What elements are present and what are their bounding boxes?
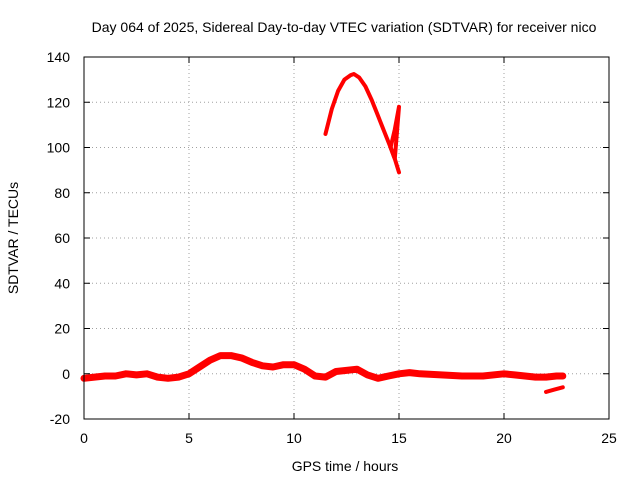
plot-frame xyxy=(83,56,610,420)
series-excursion xyxy=(323,72,401,161)
y-axis-label: SDTVAR / TECUs xyxy=(5,182,21,294)
y-tick-label: 80 xyxy=(54,185,70,201)
x-tick-label: 15 xyxy=(391,430,407,446)
y-tick-label: 120 xyxy=(47,94,71,110)
x-tick-label: 0 xyxy=(80,430,88,446)
y-tick-label: -20 xyxy=(50,411,70,427)
x-tick-label: 25 xyxy=(601,430,617,446)
axis-ticks xyxy=(83,56,610,420)
grid-lines xyxy=(84,57,609,419)
chart-title: Day 064 of 2025, Sidereal Day-to-day VTE… xyxy=(92,19,597,35)
x-tick-label: 20 xyxy=(496,430,512,446)
y-tick-labels: -20 0 20 40 60 80 100 120 140 xyxy=(47,49,71,427)
data-series xyxy=(80,72,567,394)
y-tick-label: 140 xyxy=(47,49,71,65)
x-tick-labels: 0 5 10 15 20 25 xyxy=(80,430,617,446)
y-tick-label: 100 xyxy=(47,140,71,156)
series-baseline xyxy=(80,352,567,382)
y-tick-label: 40 xyxy=(54,275,70,291)
x-tick-label: 5 xyxy=(185,430,193,446)
series-excursion-tail xyxy=(388,145,401,175)
series-late-segment xyxy=(544,385,565,394)
y-tick-label: 0 xyxy=(62,366,70,382)
y-tick-label: 60 xyxy=(54,230,70,246)
x-tick-label: 10 xyxy=(286,430,302,446)
x-axis-label: GPS time / hours xyxy=(292,458,399,474)
y-tick-label: 20 xyxy=(54,321,70,337)
